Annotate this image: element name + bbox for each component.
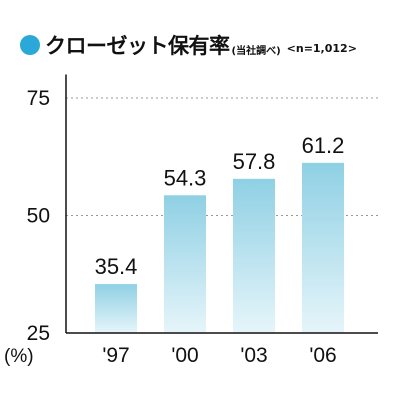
bars [95,162,344,333]
data-label-1: 54.3 [164,165,207,190]
x-tick-label-1: '00 [171,344,198,367]
data-labels: 35.4 54.3 57.8 61.2 [95,133,345,279]
bullet-dot-icon [20,35,40,55]
data-label-3: 61.2 [302,133,345,158]
y-tick-label-2: 75 [27,87,50,110]
data-label-0: 35.4 [95,254,138,279]
axes [65,74,378,334]
data-label-2: 57.8 [233,149,276,174]
bar-2 [233,178,275,333]
sample-size: <n=1,012> [286,41,357,55]
title-note: (当社調べ) [231,45,281,57]
title-main: クローゼット保有率 [45,34,230,58]
x-tick-label-0: '97 [102,344,129,367]
y-tick-label-0: 25 [27,322,50,345]
bar-1 [164,195,206,333]
y-tick-label-1: 50 [27,205,50,228]
x-category-labels: '97 '00 '03 '06 [102,344,336,367]
y-tick-labels: 25 50 75 [27,87,50,345]
bar-0 [95,284,137,333]
x-tick-label-3: '06 [309,344,336,367]
y-axis-unit-label: (%) [4,346,34,367]
chart-title: クローゼット保有率 (当社調べ) <n=1,012> [20,30,357,60]
bar-3 [302,162,344,333]
x-tick-label-2: '03 [240,344,267,367]
